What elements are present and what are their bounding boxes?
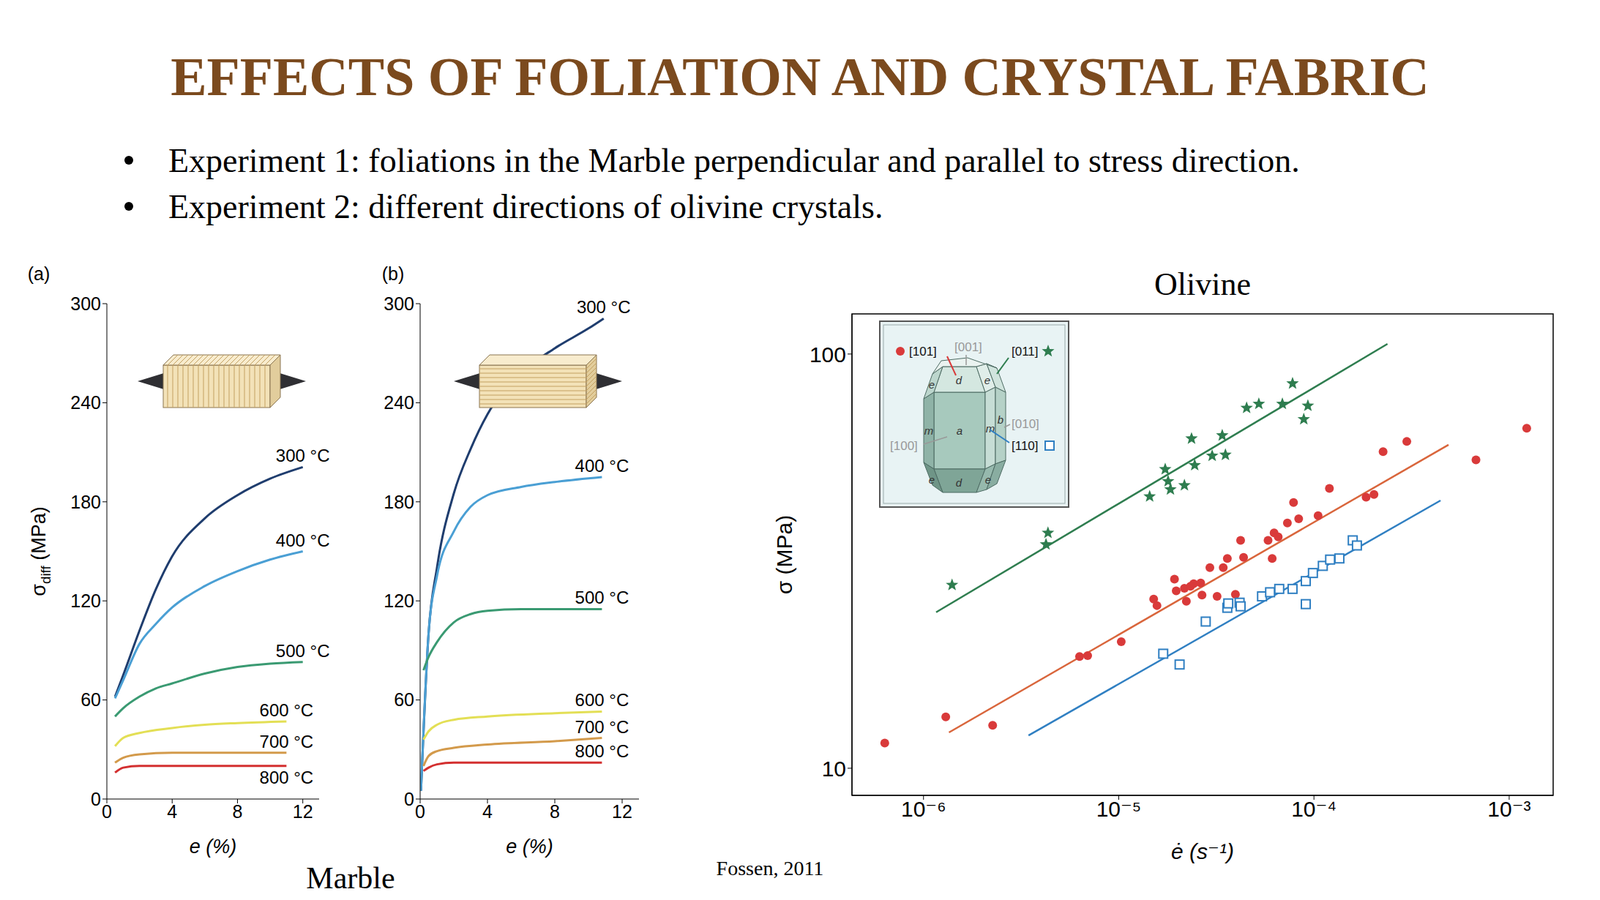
svg-text:[100]: [100]	[890, 439, 918, 454]
svg-text:4: 4	[482, 801, 493, 822]
svg-text:600 °C: 600 °C	[575, 690, 630, 710]
svg-text:σdiff (MPa): σdiff (MPa)	[27, 506, 54, 597]
svg-text:e: e	[985, 473, 992, 487]
svg-text:10⁻⁵: 10⁻⁵	[1096, 797, 1142, 822]
svg-text:e: e	[984, 374, 991, 387]
svg-text:[110]: [110]	[1011, 439, 1039, 454]
svg-text:240: 240	[70, 392, 102, 413]
svg-text:[011]: [011]	[1011, 344, 1039, 359]
svg-text:e (%): e (%)	[189, 835, 238, 858]
svg-text:800 °C: 800 °C	[259, 767, 314, 788]
svg-text:500 °C: 500 °C	[575, 587, 630, 608]
svg-text:EFFECTS OF FOLIATION AND CRYST: EFFECTS OF FOLIATION AND CRYSTAL FABRIC	[170, 46, 1430, 107]
svg-text:m: m	[924, 424, 934, 437]
svg-text:600 °C: 600 °C	[259, 700, 314, 721]
svg-text:300 °C: 300 °C	[275, 445, 331, 466]
svg-text:b: b	[997, 413, 1004, 426]
svg-text:0: 0	[404, 789, 415, 810]
svg-text:[001]: [001]	[954, 340, 983, 355]
svg-text:120: 120	[70, 590, 102, 612]
svg-text:500 °C: 500 °C	[275, 641, 331, 661]
svg-text:12: 12	[611, 801, 633, 822]
svg-text:180: 180	[383, 491, 415, 513]
svg-text:e: e	[928, 473, 935, 487]
svg-text:0: 0	[415, 801, 426, 822]
svg-text:Fossen, 2011: Fossen, 2011	[716, 857, 825, 880]
svg-text:(a): (a)	[27, 263, 51, 284]
svg-text:400 °C: 400 °C	[275, 530, 331, 551]
svg-text:[101]: [101]	[909, 344, 937, 359]
svg-text:800 °C: 800 °C	[575, 741, 630, 762]
svg-text:8: 8	[232, 801, 244, 822]
svg-text:10⁻⁶: 10⁻⁶	[901, 797, 947, 822]
svg-text:10⁻⁴: 10⁻⁴	[1291, 797, 1337, 822]
svg-text:a: a	[956, 424, 963, 437]
svg-text:0: 0	[101, 801, 112, 822]
svg-text:10⁻³: 10⁻³	[1487, 797, 1531, 822]
svg-text:m: m	[985, 422, 996, 435]
svg-text:0: 0	[90, 789, 102, 810]
svg-text:d: d	[955, 374, 963, 387]
svg-text:(b): (b)	[382, 263, 405, 284]
svg-text:Marble: Marble	[305, 861, 395, 896]
svg-text:300: 300	[70, 293, 102, 314]
svg-text:e: e	[928, 378, 935, 391]
svg-text:300 °C: 300 °C	[576, 297, 631, 317]
svg-text:180: 180	[70, 491, 102, 513]
svg-text:300: 300	[383, 293, 415, 314]
svg-text:Experiment 1: foliations in th: Experiment 1: foliations in the Marble p…	[168, 141, 1300, 180]
svg-text:700 °C: 700 °C	[575, 717, 630, 738]
svg-text:Olivine: Olivine	[1154, 266, 1251, 303]
svg-text:12: 12	[292, 801, 314, 822]
svg-text:700 °C: 700 °C	[259, 731, 314, 752]
svg-text:8: 8	[549, 801, 560, 822]
svg-text:60: 60	[80, 689, 102, 710]
svg-text:Experiment 2: different direct: Experiment 2: different directions of ol…	[168, 188, 883, 226]
svg-text:d: d	[955, 476, 963, 489]
svg-text:10: 10	[821, 756, 847, 781]
svg-text:120: 120	[383, 590, 415, 612]
svg-text:400 °C: 400 °C	[575, 455, 630, 476]
svg-text:[010]: [010]	[1011, 417, 1040, 432]
svg-text:240: 240	[383, 392, 415, 413]
svg-text:σ (MPa): σ (MPa)	[772, 515, 797, 596]
svg-text:100: 100	[809, 342, 847, 367]
svg-text:4: 4	[166, 801, 178, 822]
svg-text:ė (s⁻¹): ė (s⁻¹)	[1171, 839, 1235, 864]
svg-text:e (%): e (%)	[505, 835, 554, 858]
svg-text:60: 60	[393, 689, 415, 710]
